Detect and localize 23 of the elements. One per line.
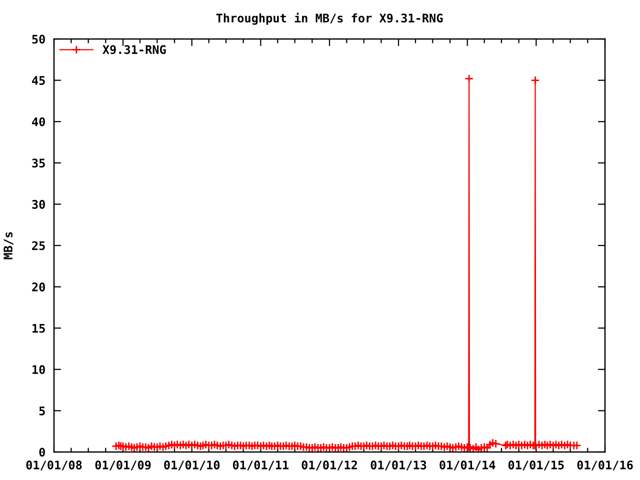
y-tick-label: 10	[32, 365, 45, 374]
y-tick-label: 0	[39, 448, 45, 457]
chart-title: Throughput in MB/s for X9.31-RNG	[216, 12, 443, 25]
y-tick-label: 45	[32, 76, 45, 85]
y-tick-label: 5	[39, 406, 45, 416]
x-tick-label: 01/01/15	[508, 460, 564, 470]
y-axis-title: MB/s	[4, 232, 14, 260]
x-tick-label: 01/01/14	[440, 460, 496, 470]
x-tick-label: 01/01/08	[26, 460, 82, 470]
y-tick-label: 35	[32, 158, 45, 168]
x-tick-label: 01/01/09	[95, 460, 151, 470]
x-tick-label: 01/01/10	[164, 460, 220, 470]
x-tick-label: 01/01/13	[370, 460, 426, 470]
x-tick-label: 01/01/11	[232, 460, 289, 470]
y-tick-label: 50	[32, 34, 45, 44]
y-tick-label: 15	[32, 324, 45, 333]
legend-label: X9.31-RNG	[102, 45, 166, 54]
y-tick-label: 20	[32, 282, 45, 292]
x-tick-label: 01/01/12	[302, 460, 357, 470]
x-tick-label: 01/01/16	[577, 460, 633, 470]
y-tick-label: 25	[32, 241, 45, 250]
y-tick-label: 40	[32, 117, 45, 126]
y-tick-label: 30	[32, 200, 45, 209]
